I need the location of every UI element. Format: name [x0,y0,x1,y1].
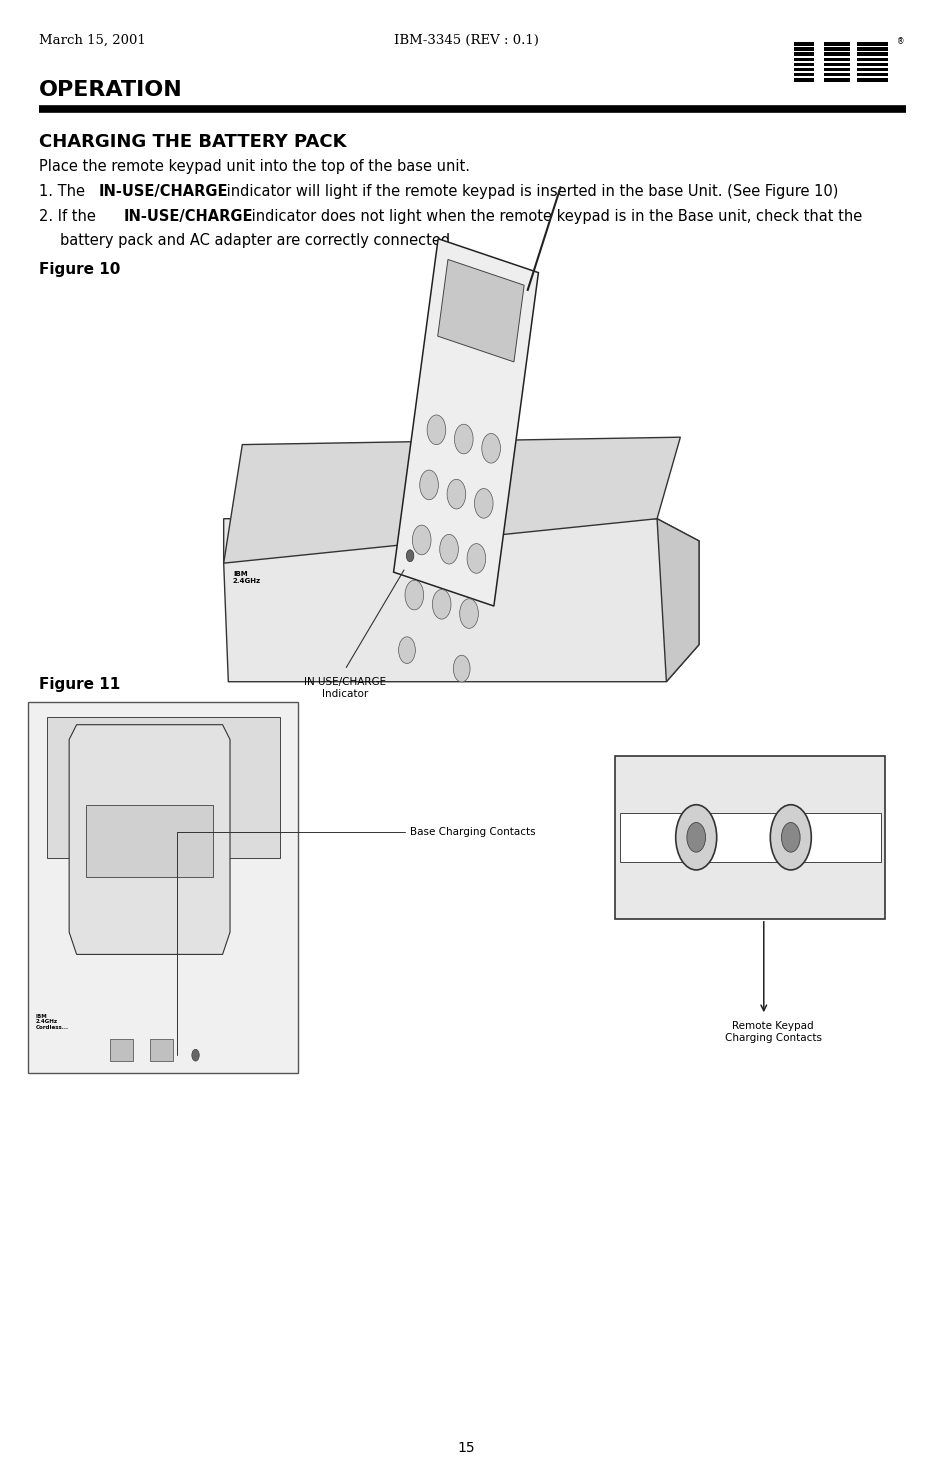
Bar [824,68,850,71]
Circle shape [412,525,431,554]
Bar [857,79,887,82]
Text: 15: 15 [458,1442,474,1455]
Circle shape [676,805,717,870]
Bar [824,41,850,46]
Text: IBM
2.4GHz: IBM 2.4GHz [233,571,261,584]
Text: battery pack and AC adapter are correctly connected.: battery pack and AC adapter are correctl… [60,233,455,247]
Polygon shape [393,239,539,606]
Bar [794,62,815,67]
Bar [794,73,815,77]
Text: IBM
2.4GHz
Cordless...: IBM 2.4GHz Cordless... [35,1014,69,1030]
Bar [824,47,850,50]
Circle shape [455,424,473,453]
Bar [47,717,280,858]
Bar [620,812,881,863]
Bar [824,79,850,82]
Circle shape [406,550,414,562]
Text: Figure 10: Figure 10 [39,262,120,277]
Text: March 15, 2001: March 15, 2001 [39,34,146,47]
Circle shape [453,655,470,682]
Bar [28,702,298,1073]
Bar [794,79,815,82]
Polygon shape [69,725,230,954]
Bar [615,756,885,919]
Circle shape [781,823,800,852]
Bar [857,52,887,56]
Circle shape [482,433,500,462]
Bar [110,1039,133,1061]
Text: OPERATION: OPERATION [39,80,183,99]
Bar [857,47,887,50]
Circle shape [192,1049,199,1061]
Circle shape [447,479,466,508]
Bar [857,73,887,77]
Bar [824,73,850,77]
Polygon shape [438,259,524,362]
Text: Place the remote keypad unit into the top of the base unit.: Place the remote keypad unit into the to… [39,159,470,173]
Bar [794,41,815,46]
Circle shape [399,637,416,664]
Text: IN USE/CHARGE
Indicator: IN USE/CHARGE Indicator [304,677,386,700]
Circle shape [467,544,486,574]
Bar [794,58,815,61]
Text: IBM-3345 (REV : 0.1): IBM-3345 (REV : 0.1) [393,34,539,47]
Text: 2. If the: 2. If the [39,209,101,224]
Text: IN-USE/CHARGE: IN-USE/CHARGE [124,209,254,224]
Bar [857,41,887,46]
Text: CHARGING THE BATTERY PACK: CHARGING THE BATTERY PACK [39,133,347,151]
Bar [794,68,815,71]
Circle shape [440,535,459,565]
Bar [824,62,850,67]
Text: Base Charging Contacts: Base Charging Contacts [177,827,536,1055]
Text: indicator does not light when the remote keypad is in the Base unit, check that : indicator does not light when the remote… [247,209,862,224]
Bar [794,52,815,56]
Circle shape [687,823,706,852]
Text: Remote Keypad
Charging Contacts: Remote Keypad Charging Contacts [724,1021,822,1043]
Bar [857,62,887,67]
Text: indicator will light if the remote keypad is inserted in the base Unit. (See Fig: indicator will light if the remote keypa… [222,184,838,199]
Text: 1. The: 1. The [39,184,89,199]
Bar [824,58,850,61]
Text: ®: ® [897,37,904,46]
Bar [794,47,815,50]
Circle shape [427,415,445,445]
Bar [857,58,887,61]
Bar [150,1039,173,1061]
Bar [857,68,887,71]
Circle shape [459,599,478,628]
Bar [86,806,213,877]
Circle shape [770,805,811,870]
Circle shape [405,581,424,611]
Bar [824,52,850,56]
Circle shape [419,470,438,499]
Circle shape [432,590,451,619]
Circle shape [474,489,493,519]
Text: IN-USE/CHARGE: IN-USE/CHARGE [99,184,227,199]
Polygon shape [657,519,699,682]
Text: Figure 11: Figure 11 [39,677,120,692]
Polygon shape [224,437,680,563]
Polygon shape [224,519,699,682]
